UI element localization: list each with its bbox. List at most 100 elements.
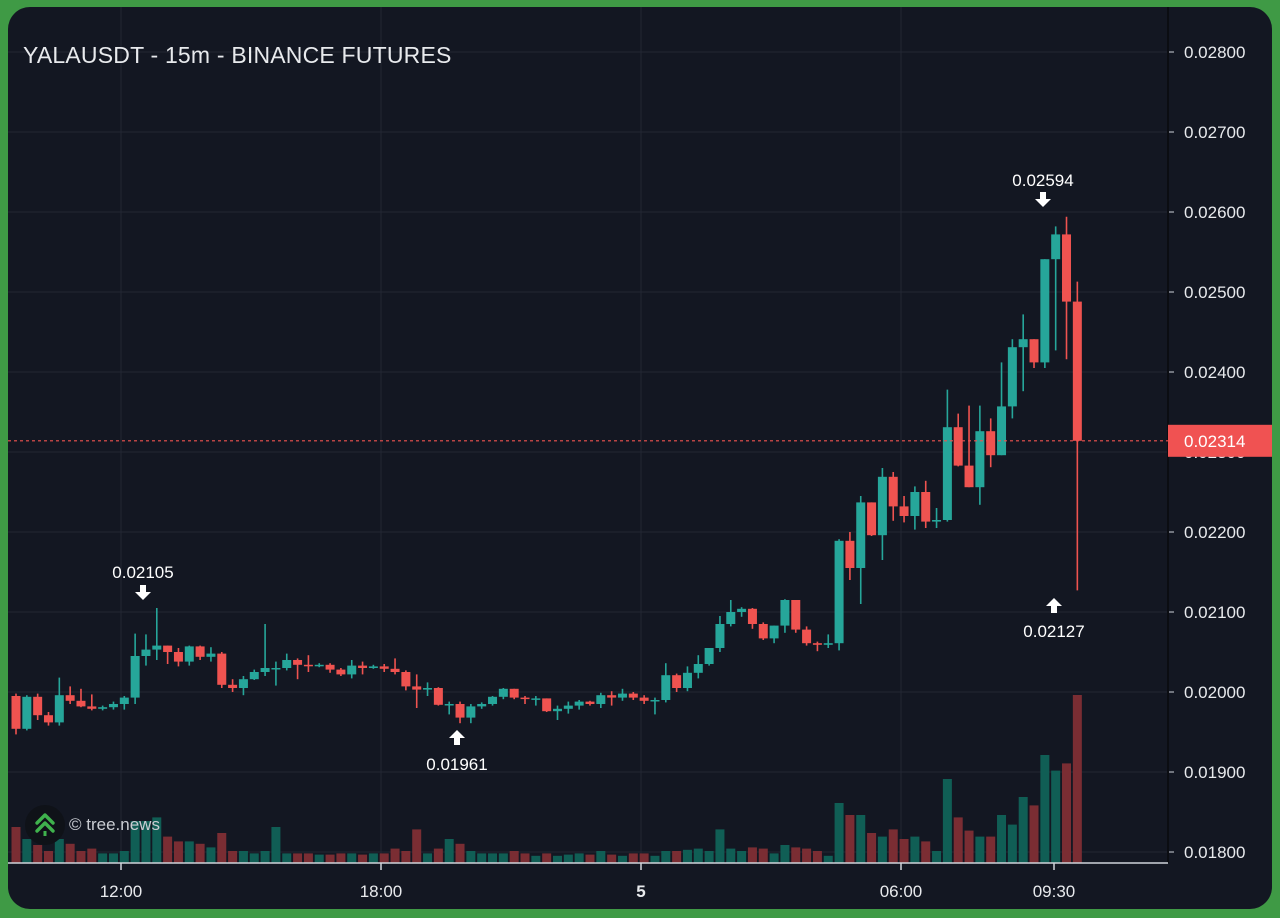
tree-logo-icon <box>25 805 65 845</box>
volume-bar <box>650 855 660 863</box>
volume-bar <box>997 815 1007 863</box>
candle-body <box>585 701 595 704</box>
candle-body <box>195 646 205 657</box>
candle-body <box>780 600 790 626</box>
chart-title: YALAUSDT - 15m - BINANCE FUTURES <box>23 42 452 68</box>
price-tick-label: 0.01900 <box>1184 763 1245 782</box>
volume-bar <box>152 817 162 863</box>
volume-bar <box>347 853 357 863</box>
candle-body <box>217 653 227 685</box>
price-tick-label: 0.02200 <box>1184 523 1245 542</box>
volume-bar <box>466 851 476 863</box>
volume-bar <box>953 817 963 863</box>
volume-bar <box>379 853 389 863</box>
volume-bar <box>823 855 833 863</box>
chart-frame: 0.02800 0.02700 0.02600 0.02500 0.02400 0.023… <box>8 7 1272 909</box>
volume-bar <box>238 851 248 863</box>
volume-bar <box>1051 770 1061 863</box>
volume-bar <box>553 855 562 863</box>
last-price-badge <box>1168 424 1272 457</box>
volume-bar <box>477 853 487 863</box>
volume-bar <box>542 853 552 863</box>
candle-body <box>942 427 952 520</box>
candle-body <box>1040 259 1050 363</box>
candle-body <box>932 520 942 522</box>
volume-bar <box>195 843 205 863</box>
candle-body <box>910 492 920 516</box>
volume-bar <box>910 836 920 863</box>
volume-bar <box>1007 824 1017 863</box>
volume-bar <box>509 851 519 863</box>
candle-body <box>791 600 801 630</box>
annotation-high-peak: 0.02594 <box>1012 171 1073 190</box>
candle-body <box>953 427 963 466</box>
candle-body <box>477 704 487 707</box>
candle-body <box>845 540 855 568</box>
volume-bar <box>87 848 97 863</box>
candle-body <box>249 672 259 680</box>
candle-body <box>314 664 324 667</box>
volume-bar <box>802 848 812 863</box>
price-tick-label: 0.02100 <box>1184 603 1245 622</box>
volume-bar <box>877 836 887 863</box>
volume-bar <box>628 853 638 863</box>
candle-body <box>498 688 508 697</box>
volume-bar <box>975 836 985 863</box>
candle-body <box>22 696 32 729</box>
price-tick-label: 0.02700 <box>1184 123 1245 142</box>
volume-bar <box>303 853 313 863</box>
price-tick-label: 0.02600 <box>1184 203 1245 222</box>
candle-body <box>108 704 118 708</box>
volume-bar <box>455 843 465 863</box>
volume-bar <box>563 854 573 863</box>
volume-bar <box>888 829 898 863</box>
candle-body <box>693 664 703 673</box>
candle-body <box>271 668 281 670</box>
candle-body <box>802 629 812 644</box>
candle-body <box>423 688 433 690</box>
volume-bar <box>661 851 671 863</box>
candle-body <box>444 704 454 706</box>
volume-bar <box>228 851 238 863</box>
arrow-down-icon <box>135 585 151 600</box>
candle-body <box>488 696 498 704</box>
watermark: © tree.news <box>25 805 160 845</box>
volume-bar <box>498 853 508 863</box>
candle-body <box>390 668 400 672</box>
candlestick-chart[interactable]: 0.02800 0.02700 0.02600 0.02500 0.02400 0.023… <box>8 7 1272 909</box>
candle-body <box>617 693 627 698</box>
candle-body <box>228 684 238 688</box>
volume-bar <box>54 839 64 863</box>
candle-body <box>856 502 866 568</box>
candle-body <box>76 700 86 707</box>
volume-bar <box>921 841 931 863</box>
candle-body <box>152 645 162 650</box>
candle-body <box>997 406 1007 456</box>
volume-bar <box>791 847 801 863</box>
volume-bar <box>867 833 877 863</box>
candle-body <box>54 695 64 723</box>
candle-body <box>650 700 660 702</box>
candle-body <box>737 608 747 612</box>
volume-bar <box>585 854 595 863</box>
candle-body <box>412 686 422 690</box>
candle-body <box>563 705 573 709</box>
candle-body <box>921 492 931 522</box>
volume-bar <box>932 851 942 863</box>
candle-body <box>553 708 562 712</box>
candle-body <box>823 643 833 645</box>
price-tick-label: 0.02800 <box>1184 43 1245 62</box>
volume-bar <box>260 851 270 863</box>
volume-bar <box>520 853 530 863</box>
candle-body <box>1062 234 1072 302</box>
volume-bar <box>715 829 725 863</box>
volume-bar <box>672 851 682 863</box>
candle-body <box>1018 339 1028 348</box>
candle-body <box>769 625 779 639</box>
candle-body <box>596 695 606 704</box>
candle-body <box>401 672 411 687</box>
candle-body <box>520 697 530 700</box>
volume-bar <box>531 855 541 863</box>
volume-bar <box>206 847 216 863</box>
volume-bar <box>845 815 855 863</box>
